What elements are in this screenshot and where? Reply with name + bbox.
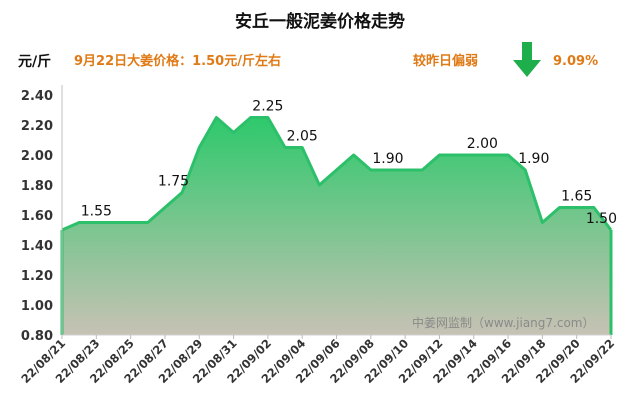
change-label: 较昨日偏弱 (413, 53, 478, 69)
y-tick-label: 1.20 (21, 269, 53, 284)
down-arrow-icon (513, 42, 541, 77)
data-label: 2.05 (287, 129, 318, 145)
watermark: 中姜网监制（www.jiang7.com） (412, 315, 594, 330)
data-label: 1.50 (586, 211, 617, 227)
data-label: 1.75 (158, 174, 189, 190)
y-tick-label: 1.80 (21, 179, 53, 194)
y-tick-label: 1.00 (21, 299, 53, 314)
price-note: 9月22日大姜价格：1.50元/斤左右 (74, 53, 281, 69)
unit-label: 元/斤 (18, 53, 51, 70)
data-label: 1.90 (372, 151, 403, 167)
y-tick-label: 2.00 (21, 149, 53, 164)
y-tick-label: 2.40 (21, 89, 53, 104)
area-layer (60, 116, 613, 335)
y-tick-label: 2.20 (21, 119, 53, 134)
data-label: 2.00 (467, 136, 498, 152)
data-label: 1.55 (81, 204, 112, 220)
chart-title: 安丘一般泥姜价格走势 (235, 11, 405, 32)
y-axis-ticks: 0.80 1.00 1.20 1.40 1.60 1.80 2.00 2.20 2.40 (21, 89, 53, 344)
change-percent: 9.09% (553, 54, 598, 69)
data-label: 2.25 (252, 99, 283, 115)
x-axis-ticks: 22/08/2122/08/2322/08/2522/08/2722/08/29… (18, 335, 617, 386)
y-tick-label: 1.40 (21, 239, 53, 254)
data-label: 1.65 (561, 189, 592, 205)
y-tick-label: 0.80 (21, 329, 53, 344)
data-label: 1.90 (518, 151, 549, 167)
area-fill (62, 117, 611, 335)
data-labels: 1.55 1.75 2.252.05 1.90 2.00 1.90 1.65 1.50 (81, 99, 617, 228)
series-line (61, 116, 613, 232)
y-tick-label: 1.60 (21, 209, 53, 224)
